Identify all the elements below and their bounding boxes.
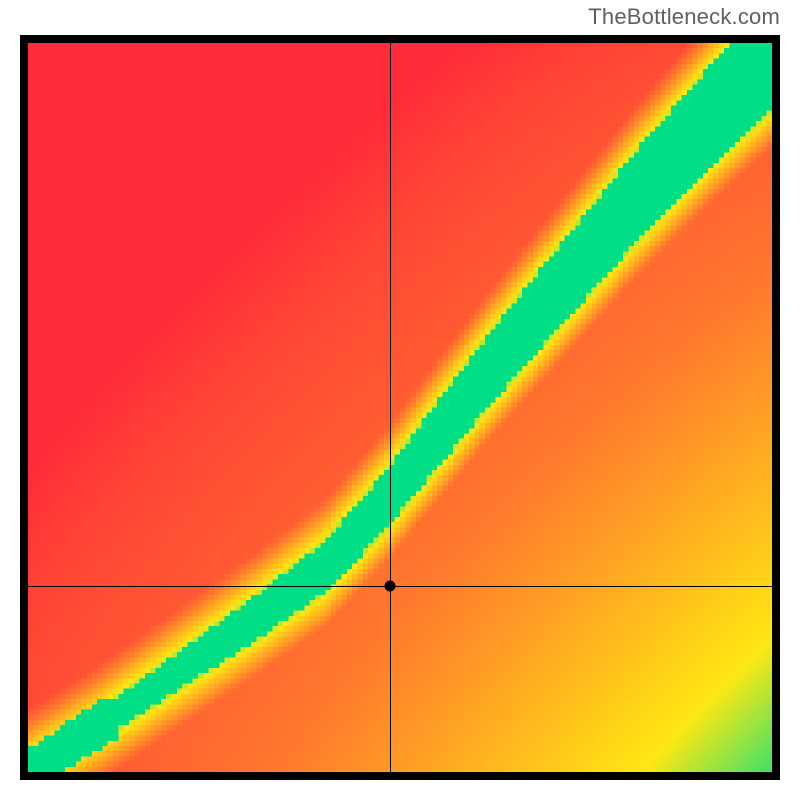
crosshair-vertical	[390, 43, 391, 772]
watermark-text: TheBottleneck.com	[588, 4, 780, 30]
bottleneck-heatmap	[28, 43, 772, 772]
selected-point	[385, 581, 396, 592]
crosshair-horizontal	[28, 586, 772, 587]
